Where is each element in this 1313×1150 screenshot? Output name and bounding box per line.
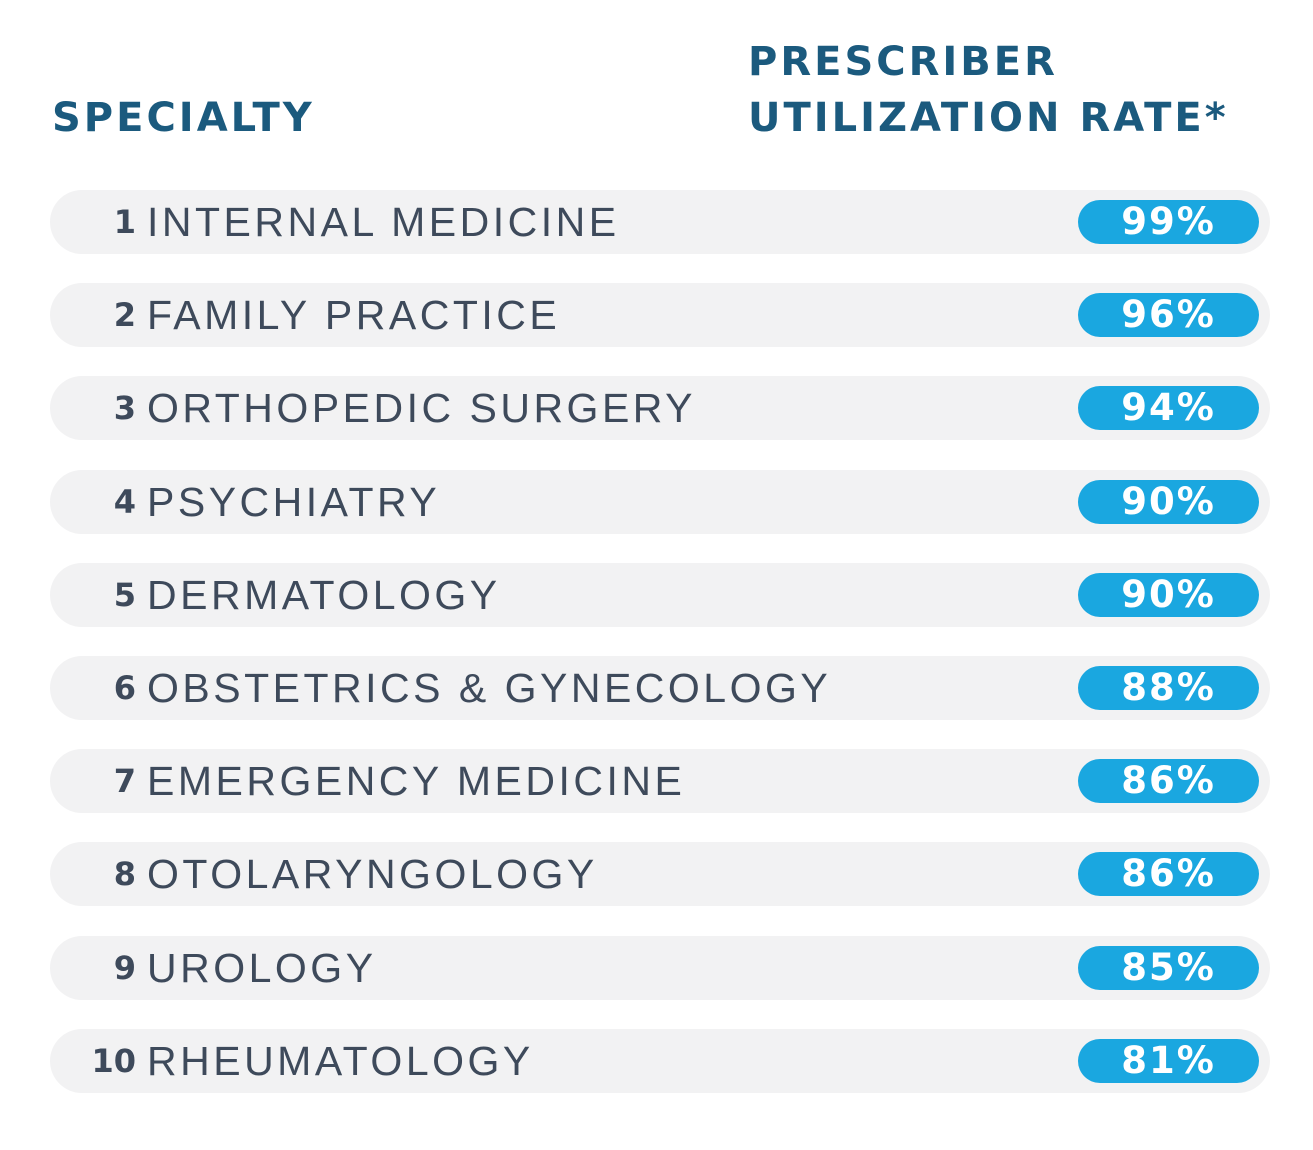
utilization-rate: 94% <box>1078 386 1259 431</box>
rank: 7 <box>113 762 136 801</box>
rank: 5 <box>113 575 136 614</box>
utilization-rate: 85% <box>1078 945 1259 990</box>
rank: 2 <box>113 296 136 335</box>
rank: 10 <box>91 1041 136 1080</box>
table-row: 5 DERMATOLOGY 90% <box>50 562 1270 627</box>
table-row: 10 RHEUMATOLOGY 81% <box>50 1028 1270 1093</box>
table-row: 9 UROLOGY 85% <box>50 935 1270 1000</box>
utilization-rate: 86% <box>1078 759 1259 804</box>
specialty: OTOLARYNGOLOGY <box>147 851 598 898</box>
utilization-rate: 96% <box>1078 293 1259 338</box>
rate-header-line: UTILIZATION RATE* <box>748 95 1229 141</box>
table-row: 3 ORTHOPEDIC SURGERY 94% <box>50 376 1270 441</box>
utilization-rate: 99% <box>1078 200 1259 244</box>
utilization-rate: 90% <box>1078 479 1259 524</box>
rank: 3 <box>113 389 136 428</box>
table-row: 4 PSYCHIATRY 90% <box>50 469 1270 534</box>
rank: 8 <box>113 855 136 894</box>
rank: 4 <box>113 482 136 521</box>
utilization-rate: 88% <box>1078 666 1259 710</box>
table-row: 2 FAMILY PRACTICE 96% <box>50 283 1270 348</box>
specialty: DERMATOLOGY <box>147 571 501 618</box>
rank: 9 <box>113 948 136 987</box>
utilization-rate: 81% <box>1078 1038 1259 1083</box>
rate-header-line: PRESCRIBER <box>748 39 1058 85</box>
rank: 6 <box>113 669 136 707</box>
specialty-header: SPECIALTY <box>52 95 315 141</box>
table-row: 7 EMERGENCY MEDICINE 86% <box>50 749 1270 814</box>
specialty: OBSTETRICS & GYNECOLOGY <box>147 665 832 711</box>
rate-header: PRESCRIBER UTILIZATION RATE* <box>748 34 1229 146</box>
specialty: PSYCHIATRY <box>147 478 441 525</box>
specialty: RHEUMATOLOGY <box>147 1037 534 1084</box>
table-row: 6 OBSTETRICS & GYNECOLOGY 88% <box>50 656 1270 720</box>
specialty: INTERNAL MEDICINE <box>147 199 620 245</box>
utilization-rate: 86% <box>1078 852 1259 897</box>
table-row: 8 OTOLARYNGOLOGY 86% <box>50 842 1270 907</box>
utilization-rate: 90% <box>1078 572 1259 617</box>
specialty: UROLOGY <box>147 944 377 991</box>
rank: 1 <box>113 203 136 241</box>
table-row: 1 INTERNAL MEDICINE 99% <box>50 190 1270 254</box>
specialty: ORTHOPEDIC SURGERY <box>147 385 697 432</box>
specialty: EMERGENCY MEDICINE <box>147 758 686 805</box>
specialty: FAMILY PRACTICE <box>147 292 561 339</box>
